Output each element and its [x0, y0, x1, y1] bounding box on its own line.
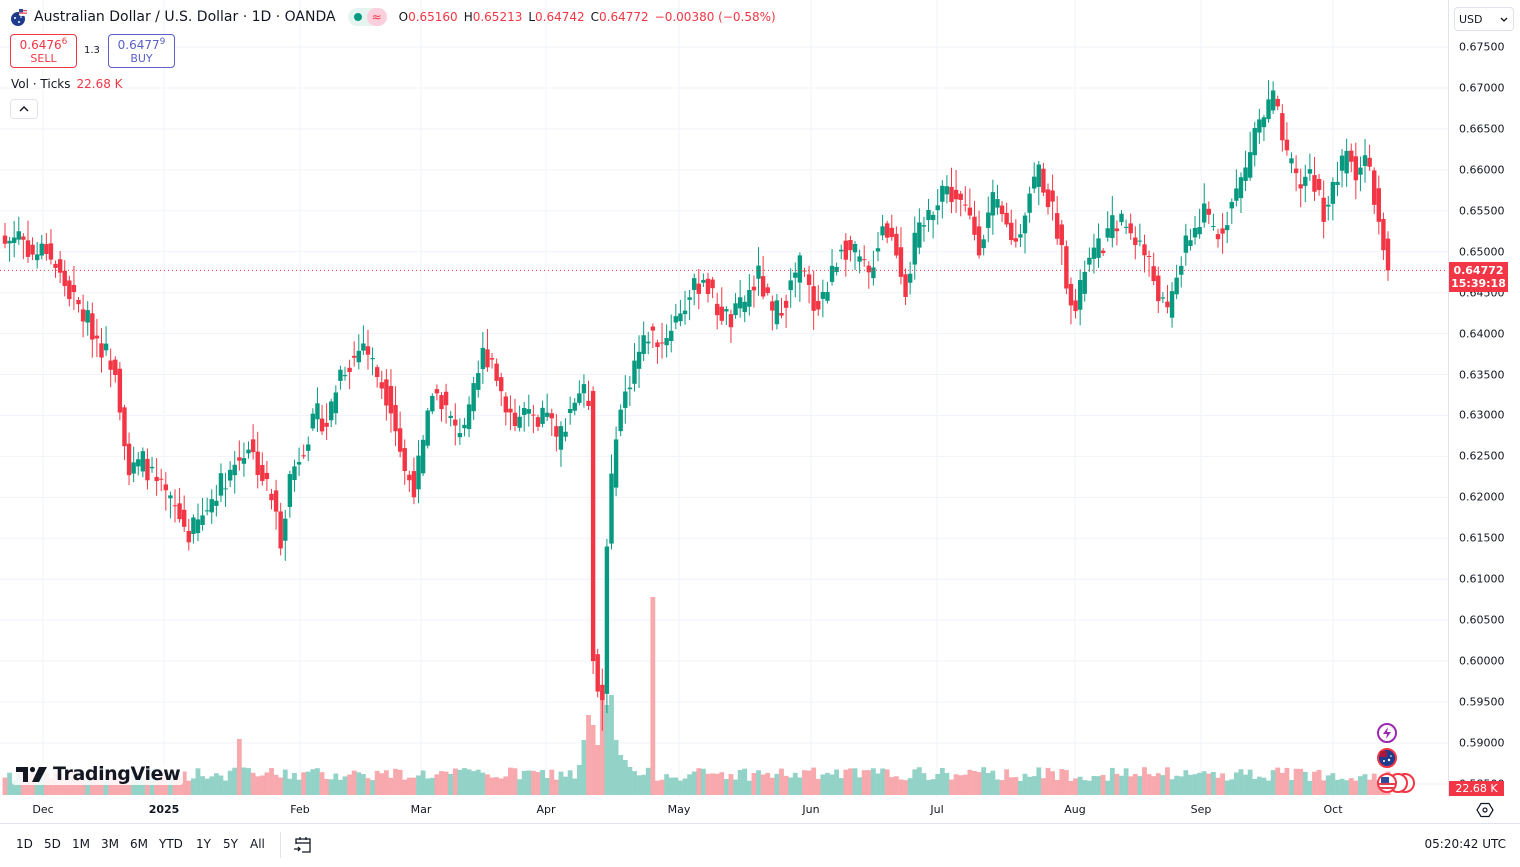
data-delay-icon: ≈: [366, 8, 387, 26]
volume-legend-label: Vol · Ticks: [11, 77, 71, 91]
market-status-pill[interactable]: ≈: [347, 8, 387, 26]
bar-countdown: 15:39:18: [1451, 277, 1506, 291]
range-button-1m[interactable]: 1M: [72, 837, 90, 851]
time-tick-label: Sep: [1190, 803, 1212, 816]
change-value: −0.00380 (−0.58%): [654, 10, 776, 24]
sell-button[interactable]: 0.64766 SELL: [10, 34, 77, 68]
chart-pane[interactable]: Australian Dollar / U.S. Dollar · 1D · O…: [0, 0, 1448, 797]
low-value: 0.64742: [535, 10, 585, 24]
price-tick-label: 0.64000: [1459, 327, 1505, 341]
sell-label: SELL: [30, 52, 57, 65]
range-button-5d[interactable]: 5D: [44, 837, 61, 851]
price-axis[interactable]: USD 0.67500 0.67000 0.66500 0.66000 0.65500 0…: [1448, 0, 1520, 797]
time-axis[interactable]: Dec 2025 Feb Mar Apr May Jun Jul Aug Sep Oct: [0, 797, 1448, 823]
range-button-3m[interactable]: 3M: [101, 837, 119, 851]
time-tick-label: Aug: [1064, 803, 1086, 816]
time-tick-label: Oct: [1323, 803, 1343, 816]
buy-label: BUY: [130, 52, 153, 65]
symbol-title[interactable]: Australian Dollar / U.S. Dollar · 1D · O…: [34, 9, 336, 25]
time-tick-label: Mar: [410, 803, 432, 816]
price-tick-label: 0.60000: [1459, 654, 1505, 668]
time-tick-label: Jul: [930, 803, 944, 816]
volume-tag: 22.68 K: [1449, 781, 1504, 796]
ohlc-values: O0.65160 H0.65213 L0.64742 C0.64772 −0.0…: [398, 10, 776, 24]
buy-button[interactable]: 0.64779 BUY: [108, 34, 175, 68]
usd-economic-event-icon[interactable]: [1377, 773, 1397, 793]
go-to-date-button[interactable]: [292, 834, 314, 856]
price-tick-label: 0.59000: [1459, 736, 1505, 750]
range-button-1y[interactable]: 1Y: [196, 837, 211, 851]
collapse-legend-button[interactable]: [10, 99, 38, 119]
price-tick-label: 0.67000: [1459, 81, 1505, 95]
time-tick-label: Dec: [32, 803, 54, 816]
grid-lines: [0, 0, 1448, 797]
currency-dropdown[interactable]: USD: [1454, 7, 1514, 31]
chevron-up-icon: [19, 106, 29, 112]
price-tick-label: 0.66500: [1459, 122, 1505, 136]
price-tick-label: 0.67500: [1459, 40, 1505, 54]
tradingview-logo-icon: [16, 766, 47, 782]
volume-legend-value: 22.68 K: [76, 77, 123, 91]
time-tick-label: 2025: [148, 803, 180, 816]
time-tick-label: Feb: [290, 803, 310, 816]
spread-value: 1.3: [84, 45, 100, 56]
price-tick-label: 0.61000: [1459, 572, 1505, 586]
last-price-value: 0.64772: [1453, 264, 1504, 278]
close-value: 0.64772: [599, 10, 649, 24]
toolbar-divider: [280, 832, 281, 858]
price-tick-label: 0.65000: [1459, 245, 1505, 259]
time-tick-label: Apr: [536, 803, 556, 816]
tradingview-logo[interactable]: TradingView: [12, 763, 184, 785]
price-tick-label: 0.63500: [1459, 368, 1505, 382]
range-button-1d[interactable]: 1D: [16, 837, 33, 851]
last-price-tag: 0.64772 15:39:18: [1449, 262, 1508, 293]
price-tick-label: 0.62000: [1459, 490, 1505, 504]
currency-value: USD: [1459, 12, 1483, 26]
range-button-all[interactable]: All: [250, 837, 265, 851]
price-tick-label: 0.66000: [1459, 163, 1505, 177]
high-value: 0.65213: [472, 10, 523, 24]
calendar-goto-icon: [294, 837, 311, 853]
price-tick-label: 0.63000: [1459, 408, 1505, 422]
tradingview-wordmark: TradingView: [53, 763, 181, 785]
axis-settings-button[interactable]: [1476, 801, 1494, 819]
range-button-5y[interactable]: 5Y: [223, 837, 238, 851]
range-button-ytd[interactable]: YTD: [159, 837, 183, 851]
time-tick-label: May: [667, 803, 691, 816]
price-tick-label: 0.61500: [1459, 531, 1505, 545]
utc-clock[interactable]: 05:20:42 UTC: [1424, 837, 1507, 851]
market-open-icon: [353, 13, 362, 21]
time-tick-label: Jun: [802, 803, 820, 816]
bottom-toolbar: 1D 5D 1M 3M 6M YTD 1Y 5Y All 05:20:42 UTC: [0, 823, 1520, 867]
settings-hexagon-icon: [1476, 802, 1494, 818]
news-event-icon[interactable]: [1377, 723, 1397, 743]
chevron-down-icon: [1500, 17, 1508, 22]
price-tick-label: 0.62500: [1459, 449, 1505, 463]
aud-economic-event-icon[interactable]: [1377, 748, 1397, 768]
price-tick-label: 0.65500: [1459, 204, 1505, 218]
buy-price: 0.6477: [117, 38, 160, 52]
symbol-legend: Australian Dollar / U.S. Dollar · 1D · O…: [10, 8, 776, 26]
price-tick-label: 0.60500: [1459, 613, 1505, 627]
aud-usd-flag-icon: [10, 8, 28, 26]
candles: [2, 80, 1391, 731]
sell-price: 0.6476: [19, 38, 62, 52]
open-value: 0.65160: [408, 10, 458, 24]
volume-bars: [2, 597, 1391, 795]
price-tick-label: 0.59500: [1459, 695, 1505, 709]
candlestick-chart[interactable]: [0, 0, 1448, 797]
volume-legend[interactable]: Vol · Ticks 22.68 K: [11, 77, 123, 91]
range-button-6m[interactable]: 6M: [130, 837, 148, 851]
